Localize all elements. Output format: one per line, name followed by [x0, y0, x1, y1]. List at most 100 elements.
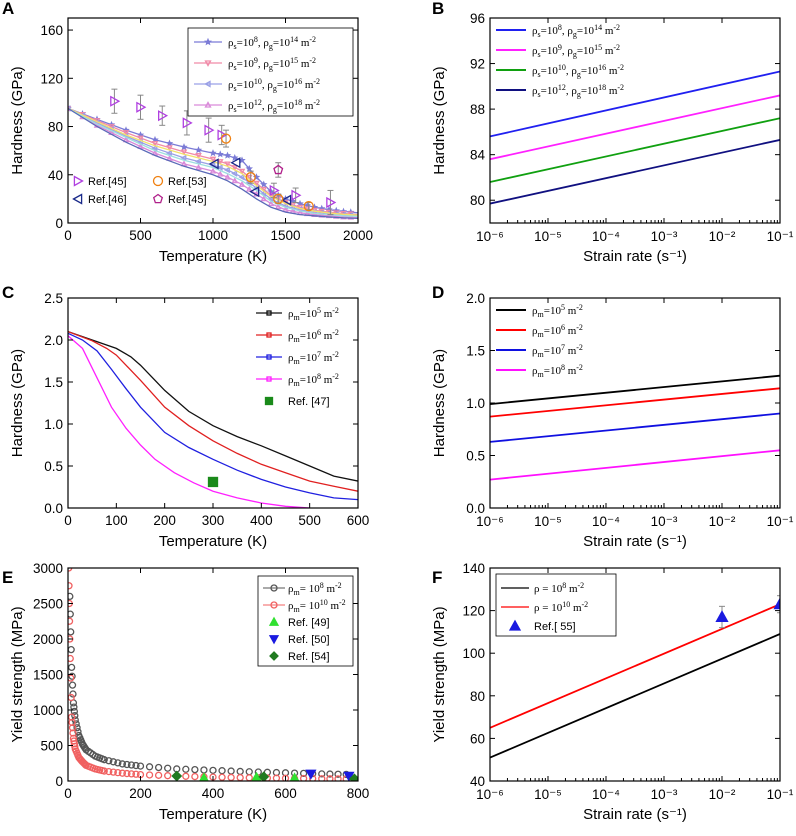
superscript: 10 — [562, 600, 570, 609]
x-tick-label: 10⁻² — [709, 514, 736, 529]
subscript: m — [538, 330, 545, 339]
x-tick-label: 10⁻⁶ — [476, 229, 504, 244]
text-run: ρ = 10 — [534, 583, 563, 595]
text-run: =10 — [237, 37, 255, 49]
series-point — [267, 187, 275, 195]
series-point — [180, 149, 188, 156]
legend-marker — [266, 354, 272, 360]
legend-entry: ρm=107 m-2 — [288, 350, 339, 366]
series-line-2 — [68, 107, 358, 216]
superscript: 8 — [561, 363, 565, 372]
text-run: =10 — [577, 25, 595, 37]
series-point — [68, 681, 77, 689]
text-run: = 10 — [300, 583, 320, 595]
y-tick-label: 120 — [40, 71, 63, 86]
series-line-3 — [490, 117, 780, 183]
text-run: m — [566, 583, 578, 595]
y-tick-label: 0 — [55, 216, 63, 231]
y-tick-label: 92 — [470, 57, 485, 72]
x-tick-label: 500 — [298, 513, 321, 528]
symbol: ρ — [228, 37, 234, 49]
superscript: 12 — [254, 98, 262, 107]
subscript: s — [538, 90, 541, 99]
series-point — [299, 769, 308, 778]
symbol: ρ — [228, 58, 234, 70]
panel-f: F 10⁻⁶ 10⁻⁵ 10⁻⁴ 10⁻³ 10⁻² 10⁻¹ 40 60 80 100 120 140… — [431, 561, 794, 823]
superscript: 15 — [290, 56, 298, 65]
legend-marker — [152, 193, 164, 204]
x-tick-label: 1000 — [198, 228, 228, 243]
text-run: =10 — [237, 100, 255, 112]
x-tick-label: 10⁻⁴ — [592, 514, 620, 529]
text-run: , — [562, 25, 568, 37]
series-point — [332, 212, 340, 219]
text-run: =10 — [541, 65, 559, 77]
legend-entry: ρm= 108 m-2 — [288, 581, 342, 597]
series-point — [137, 135, 144, 142]
legend-marker — [268, 635, 280, 645]
ref-point — [773, 597, 780, 610]
x-tick-label: 10⁻⁴ — [592, 787, 620, 802]
series-point — [68, 628, 75, 636]
superscript: 9 — [558, 43, 562, 52]
series-point — [260, 195, 268, 202]
series-point — [151, 135, 159, 143]
legend-entry: ρs=1010, ρg=1016 m-2 — [228, 77, 320, 93]
x-tick-label: 10⁻² — [709, 229, 736, 244]
ref-point — [258, 771, 270, 781]
y-axis-label: Yield strength (MPa) — [9, 606, 26, 742]
ref-point — [348, 773, 358, 781]
symbol: ρ — [263, 37, 269, 49]
y-tick-label: 40 — [48, 168, 63, 183]
panel-c: C 0 100 200 300 400 500 600 0.0 0.5 1.0 1.5 2.0 2.5 Te… — [2, 283, 369, 550]
series-point — [165, 139, 174, 147]
symbol: ρ — [532, 305, 538, 317]
superscript: -2 — [309, 35, 316, 44]
panel-label: E — [2, 568, 13, 587]
superscript: 8 — [562, 581, 566, 590]
text-run: =10 — [273, 37, 291, 49]
subscript: s — [234, 84, 237, 93]
series-point — [216, 159, 224, 166]
y-tick-label: 1.0 — [44, 417, 63, 432]
series-point — [272, 774, 281, 781]
subscript: g — [273, 84, 277, 93]
series-point — [209, 766, 217, 774]
series-point — [231, 177, 239, 184]
series-point — [68, 724, 77, 732]
symbol: ρ — [228, 79, 234, 91]
text-run: =10 — [541, 85, 559, 97]
x-axis-label: Temperature (K) — [159, 248, 267, 265]
superscript: 10 — [320, 598, 328, 607]
series-point — [68, 610, 74, 618]
series-point — [195, 163, 202, 170]
text-run: m — [602, 25, 614, 37]
legend-marker — [266, 332, 272, 338]
x-tick-label: 10⁻³ — [651, 229, 678, 244]
series-point — [216, 150, 224, 158]
series-line-4 — [490, 139, 780, 205]
text-run: =10 — [300, 352, 318, 364]
ref-point — [343, 771, 355, 781]
ref-point — [136, 101, 147, 113]
y-tick-label: 88 — [470, 102, 485, 117]
series-point — [114, 759, 122, 767]
series-point — [123, 769, 131, 778]
legend-marker — [266, 376, 272, 382]
subscript: s — [538, 50, 541, 59]
series-point — [122, 130, 130, 137]
symbol: ρ — [532, 365, 538, 377]
plot-area — [68, 330, 358, 508]
superscript: 8 — [254, 35, 258, 44]
series-point — [68, 646, 75, 654]
ref-point — [245, 172, 256, 183]
superscript: 7 — [561, 343, 565, 352]
text-run: m — [606, 85, 618, 97]
superscript: 6 — [317, 328, 321, 337]
panel-label: C — [2, 283, 14, 302]
series-point — [194, 146, 203, 154]
series-line-1 — [68, 330, 358, 482]
symbol: ρ — [267, 79, 273, 91]
series-point — [216, 170, 224, 177]
superscript: -2 — [582, 600, 589, 609]
